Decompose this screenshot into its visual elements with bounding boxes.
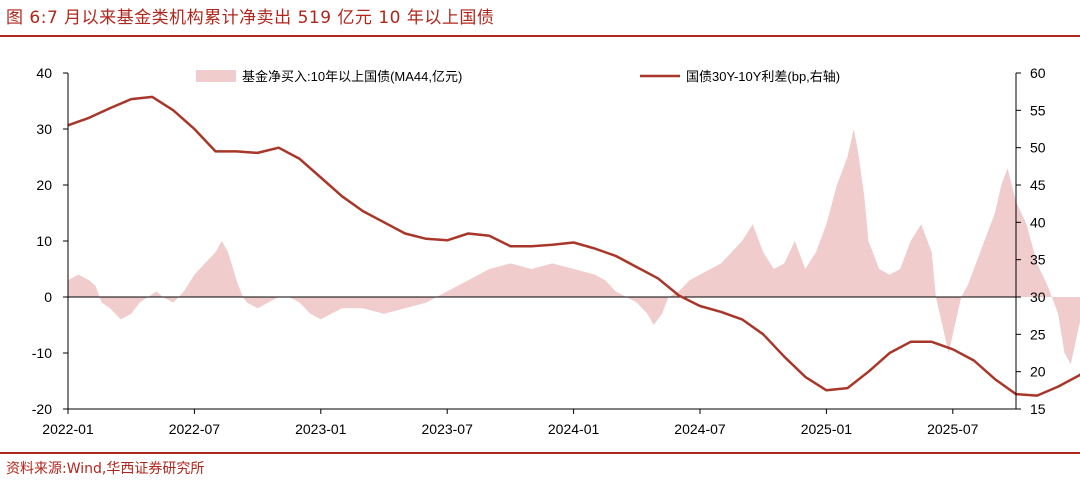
left-tick-label: 40 <box>36 65 52 81</box>
right-tick-label: 45 <box>1030 177 1046 193</box>
right-tick-label: 20 <box>1030 364 1046 380</box>
x-tick-label: 2023-07 <box>422 421 474 437</box>
x-tick-label: 2022-01 <box>42 421 94 437</box>
right-tick-label: 25 <box>1030 326 1046 342</box>
spread-line <box>67 95 1080 397</box>
right-tick-label: 55 <box>1030 102 1046 118</box>
x-tick-label: 2025-07 <box>927 421 979 437</box>
right-tick-label: 30 <box>1030 289 1046 305</box>
legend: 基金净买入:10年以上国债(MA44,亿元) 国债30Y-10Y利差(bp,右轴… <box>196 69 840 84</box>
legend-area-label: 基金净买入:10年以上国债(MA44,亿元) <box>242 69 462 84</box>
left-tick-label: -20 <box>32 401 52 417</box>
left-tick-label: -10 <box>32 345 52 361</box>
x-tick-label: 2023-01 <box>295 421 347 437</box>
figure-title: 图 6:7 月以来基金类机构累计净卖出 519 亿元 10 年以上国债 <box>6 8 495 28</box>
left-tick-label: 10 <box>36 233 52 249</box>
x-tick-label: 2022-07 <box>169 421 221 437</box>
legend-line-label: 国债30Y-10Y利差(bp,右轴) <box>686 69 840 84</box>
right-tick-label: 40 <box>1030 214 1046 230</box>
title-rule <box>0 35 1080 37</box>
x-tick-label: 2024-07 <box>674 421 726 437</box>
footer-rule <box>0 452 1080 454</box>
left-tick-label: 30 <box>36 121 52 137</box>
left-tick-label: 0 <box>44 289 52 305</box>
right-tick-label: 35 <box>1030 252 1046 268</box>
legend-area-swatch <box>196 70 236 82</box>
right-tick-label: 15 <box>1030 401 1046 417</box>
x-tick-label: 2024-01 <box>548 421 600 437</box>
left-tick-label: 20 <box>36 177 52 193</box>
right-tick-label: 60 <box>1030 65 1046 81</box>
right-tick-label: 50 <box>1030 140 1046 156</box>
axes: -20 -10 0 10 20 30 40 15 20 25 30 35 40 45 50 55 60 2022-… <box>32 65 1046 437</box>
fund-net-buy-area <box>68 129 1080 365</box>
x-tick-label: 2025-01 <box>801 421 853 437</box>
source-note: 资料来源:Wind,华西证券研究所 <box>6 461 205 477</box>
